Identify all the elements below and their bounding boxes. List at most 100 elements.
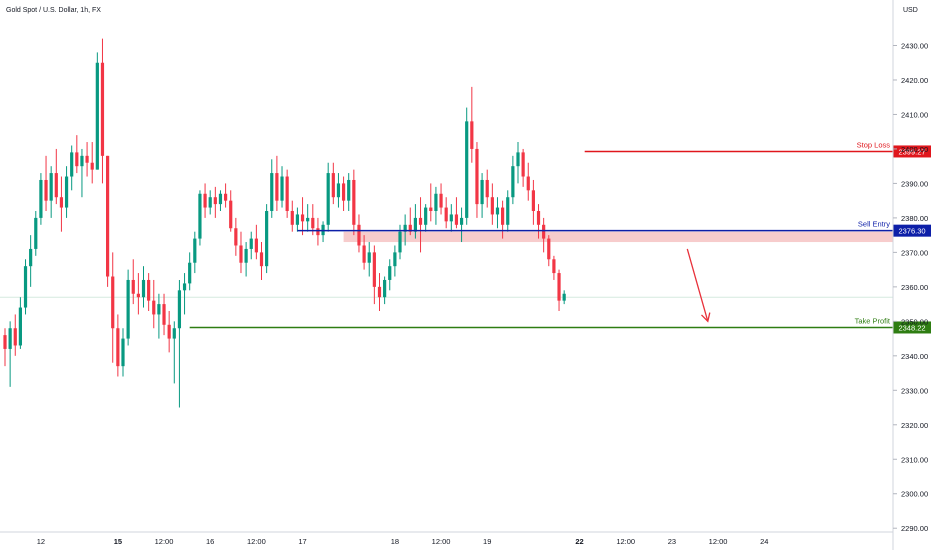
candle-body: [490, 197, 494, 215]
candle-body: [54, 173, 58, 198]
x-tick-label: 16: [206, 537, 214, 546]
candle-body: [275, 173, 279, 201]
candle: [203, 183, 207, 218]
y-tick-label: 2310.00: [901, 455, 928, 464]
x-tick-label: 17: [298, 537, 306, 546]
candle: [64, 166, 69, 218]
candle: [367, 242, 371, 277]
candle: [147, 273, 151, 311]
y-tick-label: 2430.00: [901, 42, 928, 51]
candle: [13, 314, 17, 356]
x-tick-label: 24: [760, 537, 768, 546]
candle-body: [403, 224, 407, 232]
candle: [275, 155, 279, 212]
candle-body: [470, 121, 474, 149]
candle-body: [362, 245, 366, 263]
candle-body: [300, 214, 305, 222]
candle-body: [59, 197, 64, 208]
candle-body: [547, 238, 551, 260]
candle-body: [413, 217, 417, 232]
candle: [193, 231, 197, 274]
x-tick-label: 15: [114, 537, 122, 546]
candle-body: [480, 179, 484, 205]
candle-body: [44, 179, 48, 201]
candle-body: [347, 179, 351, 201]
y-tick-label: 2340.00: [901, 352, 928, 361]
candle-body: [341, 183, 346, 201]
candle-body: [285, 176, 289, 212]
candle-body: [372, 252, 376, 287]
candle: [172, 321, 176, 384]
candle-body: [147, 279, 151, 301]
candle: [511, 155, 515, 205]
x-tick-label: 12:00: [616, 537, 635, 546]
sell-entry-level[interactable]: Sell Entry 2376.30: [297, 220, 931, 237]
candle: [413, 204, 417, 239]
x-tick-label: 12: [37, 537, 45, 546]
candle: [59, 176, 64, 232]
candle: [23, 259, 28, 315]
candle-body: [495, 207, 500, 215]
candle-body: [331, 173, 335, 198]
candle-body: [352, 179, 356, 225]
sell-zone: [343, 231, 894, 243]
candle: [70, 145, 74, 191]
candle-body: [290, 211, 294, 225]
candle: [326, 162, 330, 232]
candle-body: [511, 166, 515, 198]
candle-body: [434, 193, 438, 212]
candle-body: [218, 193, 223, 205]
candle: [218, 190, 223, 212]
candle: [495, 197, 500, 229]
candle: [85, 142, 89, 177]
candle: [182, 273, 187, 315]
candle-body: [106, 155, 110, 277]
candle: [526, 162, 530, 201]
stop-loss-level[interactable]: Stop Loss 2399.27: [584, 140, 931, 158]
candle-body: [229, 200, 233, 229]
candle: [552, 255, 556, 280]
candle: [244, 242, 248, 277]
y-tick-label: 2370.00: [901, 248, 928, 257]
candle-body: [316, 228, 320, 236]
candle: [167, 310, 171, 353]
candle-body: [521, 152, 525, 177]
take-profit-level[interactable]: Take Profit 2348.22: [189, 316, 931, 334]
candle-body: [167, 324, 171, 339]
y-tick-label: 2400.00: [901, 145, 928, 154]
candle-body: [336, 183, 341, 198]
candle-body: [377, 286, 382, 298]
x-tick-label: 22: [575, 537, 583, 546]
y-tick-label: 2420.00: [901, 76, 928, 85]
x-tick-label: 18: [391, 537, 399, 546]
candle-body: [126, 279, 130, 339]
candle: [454, 197, 459, 229]
candle-body: [429, 207, 433, 212]
candle: [254, 224, 258, 260]
levels[interactable]: Stop Loss 2399.27 Sell Entry 2376.30 Take Pr…: [189, 140, 931, 334]
candle: [131, 259, 135, 305]
sell-entry-price-value: 2376.30: [898, 227, 925, 236]
candle: [100, 38, 105, 184]
candle: [198, 190, 202, 246]
candle-body: [172, 328, 176, 339]
candle: [116, 314, 120, 377]
candle-body: [311, 217, 315, 229]
candle: [29, 235, 33, 287]
candle-body: [449, 214, 453, 222]
candle: [44, 155, 48, 212]
candle-body: [536, 211, 541, 225]
candle-body: [23, 266, 28, 308]
y-tick-label: 2320.00: [901, 421, 928, 430]
candle-body: [80, 155, 84, 167]
candle-body: [265, 211, 269, 267]
y-tick-label: 2330.00: [901, 386, 928, 395]
candle: [249, 231, 253, 260]
candle: [429, 183, 433, 222]
candle: [300, 197, 305, 236]
candle-body: [552, 259, 556, 274]
candle: [352, 169, 356, 236]
candle-body: [295, 214, 300, 225]
y-tick-label: 2410.00: [901, 110, 928, 119]
